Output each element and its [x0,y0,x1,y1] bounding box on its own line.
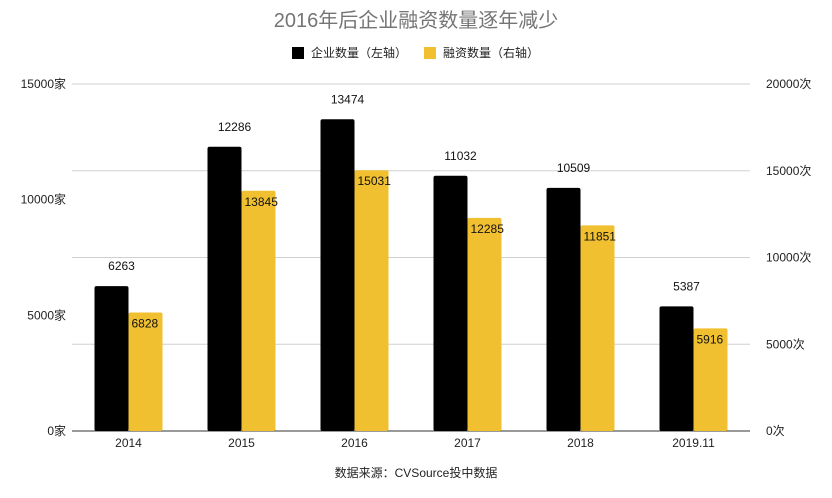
data-label-enterprises: 6263 [108,259,135,273]
bars: 6263 6828 12286 13845 13474 15031 11032 12285 10… [94,92,728,432]
right-tick-label: 15000次 [766,164,811,178]
bar-financings [354,170,389,431]
bar-enterprises [207,146,242,431]
chart-title: 2016年后企业融资数量逐年减少 [274,9,559,32]
x-tick-label: 2019.11 [672,436,715,450]
data-label-financings: 11851 [584,229,617,243]
legend-swatch-financings [424,47,436,59]
left-tick-label: 5000家 [27,307,66,322]
left-tick-label: 15000家 [21,76,66,91]
legend-swatch-enterprises [292,47,304,59]
data-label-financings: 15031 [358,174,392,188]
bar-financings [467,217,502,431]
legend-label-enterprises: 企业数量（左轴） [311,45,407,60]
bar-enterprises [546,187,581,431]
x-tick-label: 2017 [454,436,481,450]
data-label-enterprises: 10509 [557,161,591,175]
bar-financings [693,328,728,431]
gridlines [72,83,750,432]
source-note: 数据来源：CVSource投中数据 [335,465,498,480]
bar-enterprises [320,119,355,432]
bar-financings [580,225,615,431]
x-tick-label: 2018 [567,436,594,450]
data-label-financings: 13845 [245,195,279,209]
bar-financings [128,312,163,431]
x-tick-label: 2014 [115,436,142,450]
bar-financings [241,190,276,431]
data-label-financings: 6828 [132,317,159,331]
data-label-enterprises: 13474 [331,92,365,106]
x-tick-label: 2015 [228,436,255,450]
bar-enterprises [659,306,694,431]
x-axis: 2014 2015 2016 2017 2018 2019.11 [115,436,715,450]
data-label-enterprises: 12286 [218,120,252,134]
bar-enterprises [433,175,468,431]
right-tick-label: 0次 [766,424,785,438]
legend-label-financings: 融资数量（右轴） [443,45,539,60]
data-label-financings: 5916 [697,332,724,346]
data-label-financings: 12285 [471,222,505,236]
left-tick-label: 10000家 [21,192,66,207]
x-tick-label: 2016 [341,436,368,450]
bar-enterprises [94,286,129,431]
right-tick-label: 20000次 [766,77,811,91]
right-tick-label: 5000次 [766,337,805,351]
right-y-axis: 0次 5000次 10000次 15000次 20000次 [766,77,811,438]
legend: 企业数量（左轴） 融资数量（右轴） [292,45,539,60]
left-tick-label: 0家 [47,423,66,438]
data-label-enterprises: 5387 [673,279,700,293]
data-label-enterprises: 11032 [444,149,477,163]
right-tick-label: 10000次 [766,251,811,265]
left-y-axis: 0家 5000家 10000家 15000家 [21,76,66,438]
